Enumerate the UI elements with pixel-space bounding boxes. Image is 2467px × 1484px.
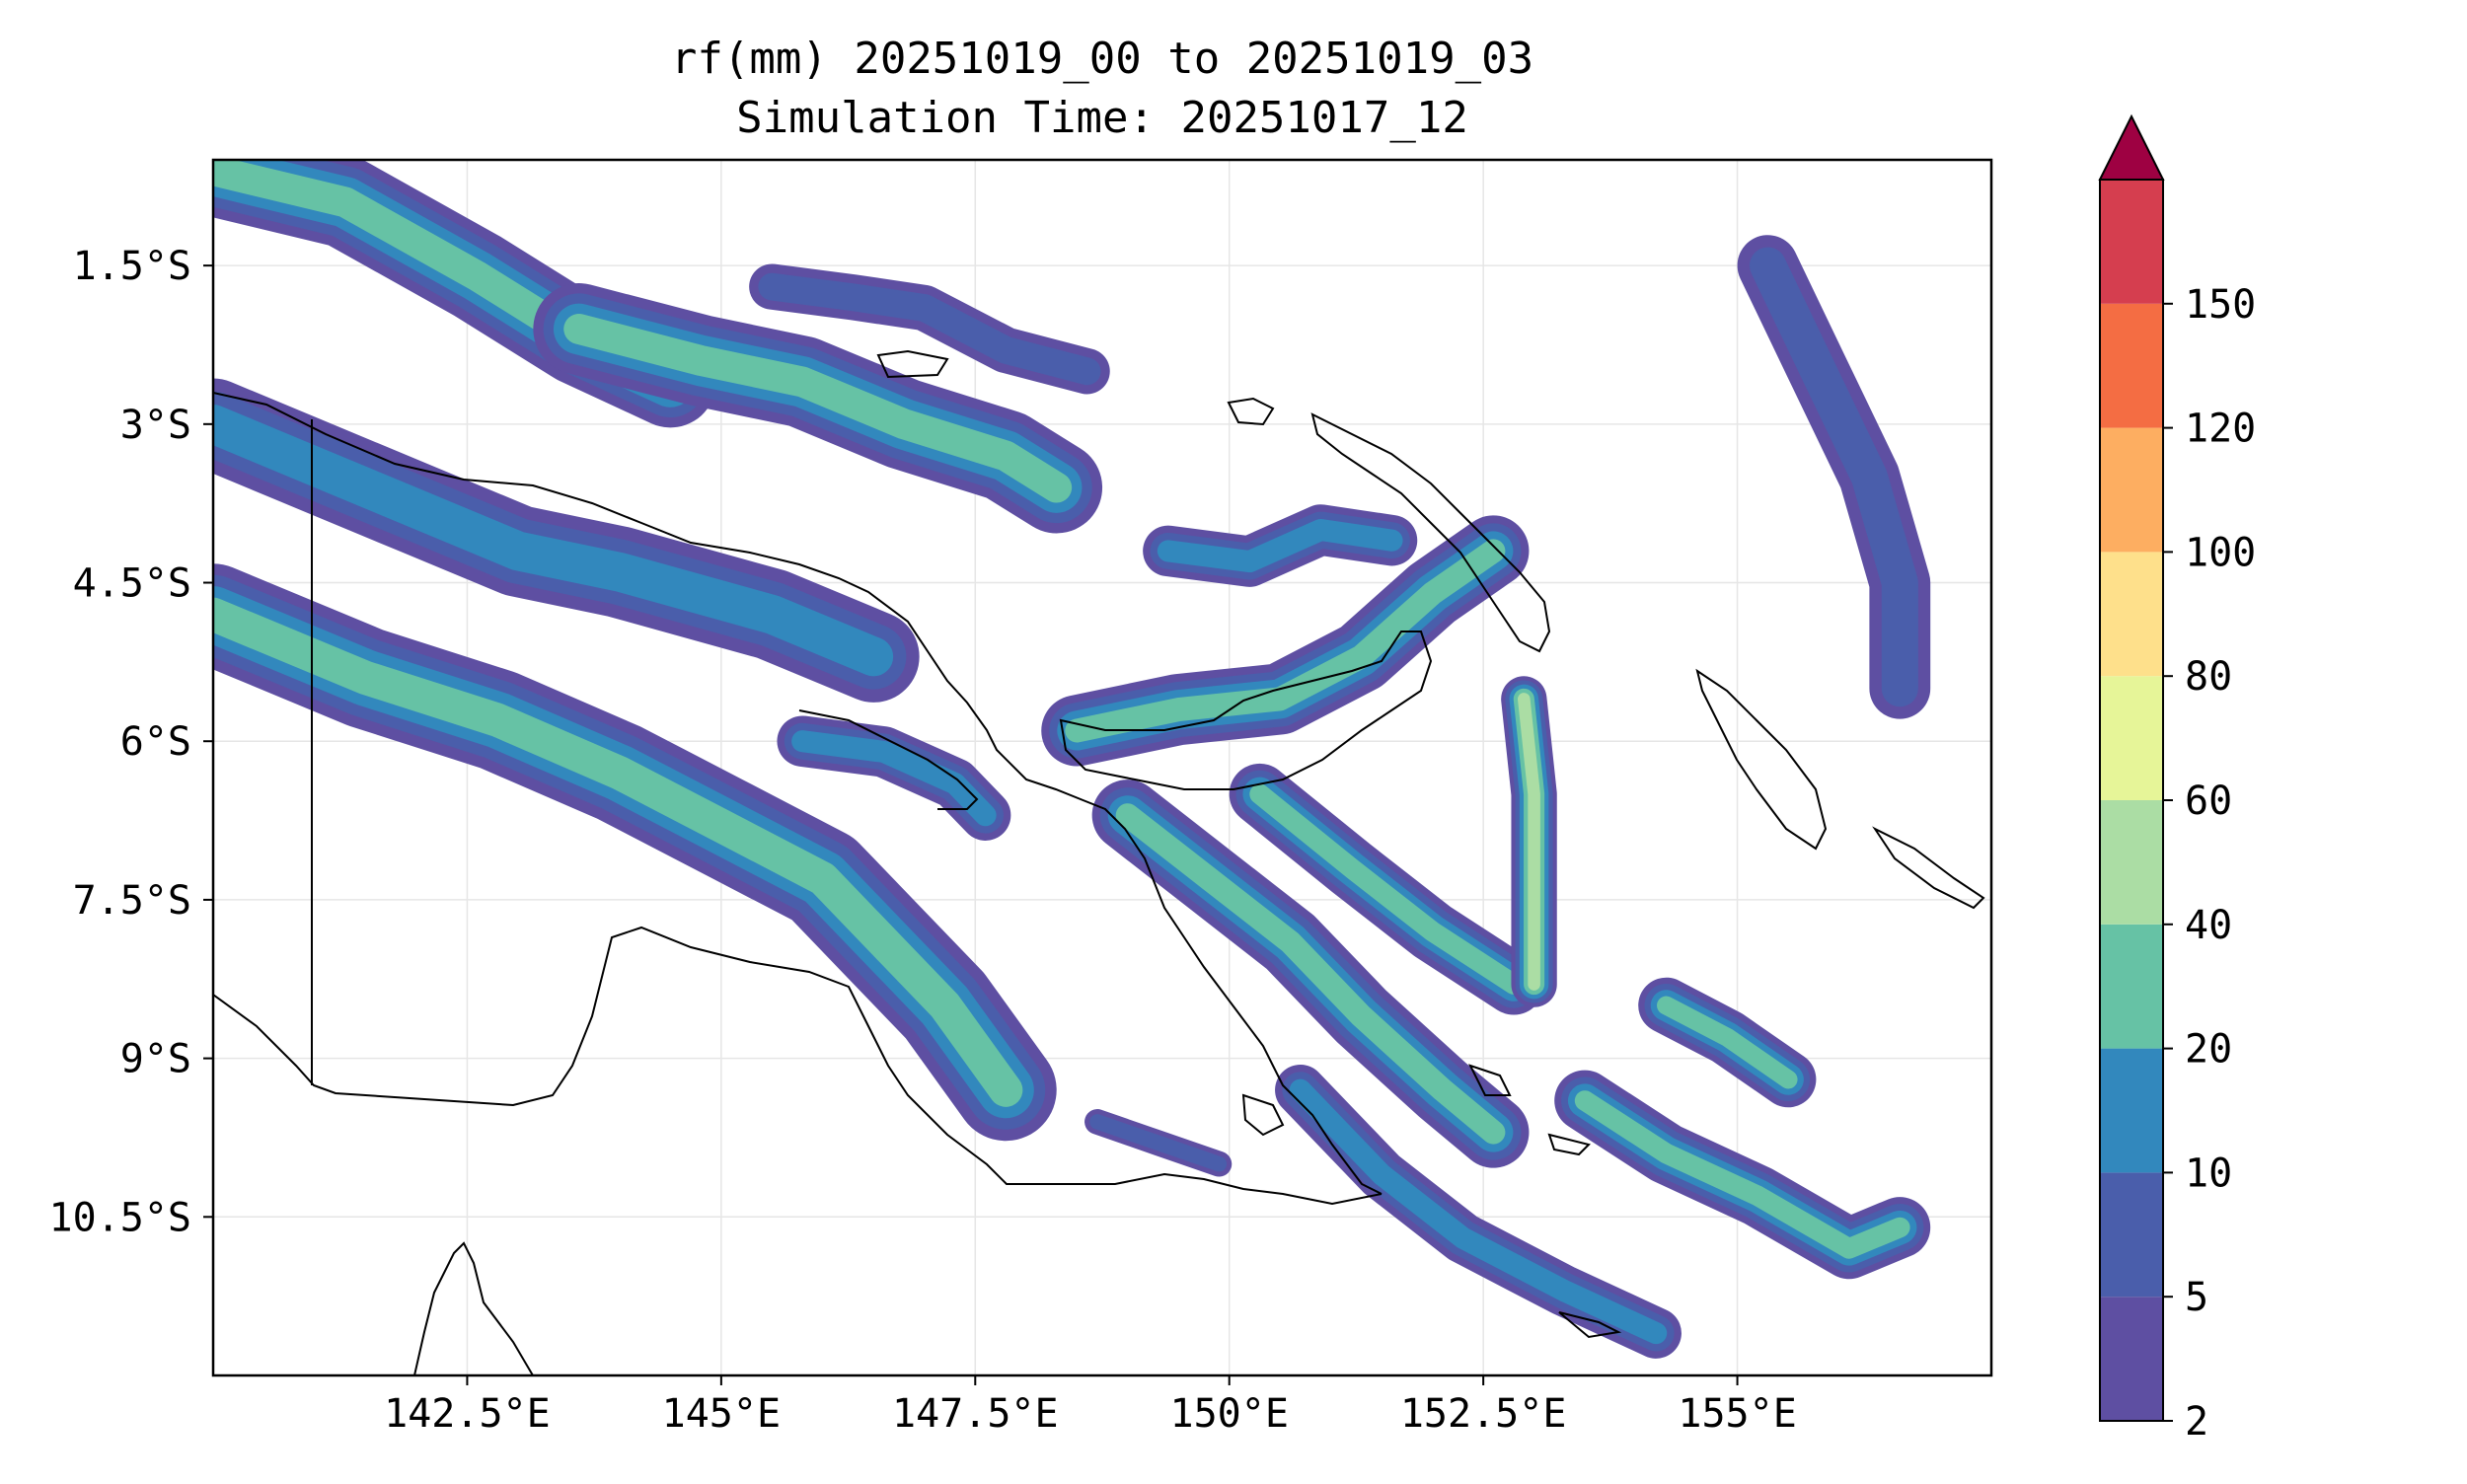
rainfall-band-band-bougainville	[1657, 996, 1798, 1089]
y-tick-label: 7.5°S	[73, 878, 191, 924]
trobriand	[1468, 1064, 1512, 1096]
rainfall-band-band-central	[791, 730, 997, 827]
rainfall-band-band-louisiade	[1574, 1090, 1910, 1259]
colorbar-tick-label: 40	[2185, 903, 2232, 948]
colorbar-segment	[2100, 552, 2163, 677]
colorbar-tick-label: 150	[2185, 282, 2256, 328]
colorbar-segment	[2100, 427, 2163, 553]
colorbar-tick-label: 120	[2185, 407, 2256, 452]
new-guinea-north-coast	[213, 392, 1383, 1195]
colorbar-tick-label: 100	[2185, 530, 2256, 575]
colorbar-tick-label: 20	[2185, 1027, 2232, 1073]
colorbar-segment	[2100, 180, 2163, 304]
rainfall-band-band-new-ireland	[1157, 518, 1403, 573]
colorbar-tick-label: 10	[2185, 1150, 2232, 1196]
y-tick-label: 1.5°S	[73, 244, 191, 289]
manus-island	[1227, 397, 1275, 426]
rainfall-band-band-solomon-sea-2	[1249, 783, 1525, 995]
x-tick-label: 152.5°E	[1400, 1391, 1567, 1437]
colorbar-tick-label: 5	[2185, 1275, 2208, 1320]
colorbar-segment	[2100, 1297, 2163, 1421]
rainfall-band-band-north-coast	[563, 313, 1073, 503]
x-tick-label: 155°E	[1678, 1391, 1796, 1437]
title-line2: Simulation Time: 20251017_12	[736, 93, 1468, 143]
x-tick-label: 145°E	[662, 1391, 781, 1437]
rainfall-band-band-bismarck	[758, 272, 1101, 386]
rainfall-band-band-south-east	[1289, 1078, 1668, 1345]
rainfall-field	[213, 160, 1931, 1359]
bougainville	[1695, 668, 1828, 851]
colorbar-segment	[2100, 303, 2163, 428]
title-line1: rf(mm) 20251019_00 to 20251019_03	[671, 34, 1533, 84]
rainfall-band-band-east	[1749, 247, 1918, 707]
colorbar-segment	[2100, 800, 2163, 925]
x-tick-label: 142.5°E	[384, 1391, 551, 1437]
rainfall-band-band-west-coast	[213, 404, 894, 677]
colorbar-segment	[2100, 1048, 2163, 1173]
y-tick-label: 6°S	[120, 719, 191, 765]
new-ireland	[1310, 412, 1551, 653]
rossel	[1558, 1311, 1622, 1339]
new-guinea-south-coast	[213, 926, 1383, 1206]
x-axis: 142.5°E 145°E 147.5°E 150°E 152.5°E 155°E	[384, 1375, 1797, 1437]
rainfall-band-band-papuan-peninsula	[1089, 1114, 1228, 1172]
cape-york	[413, 1241, 534, 1375]
map-frame	[211, 158, 1993, 1377]
colorbar-segment	[2100, 924, 2163, 1049]
rainfall-band-band-solomon-sea-1	[1115, 803, 1506, 1145]
colorbar-tick-label: 80	[2185, 654, 2232, 700]
y-tick-label: 3°S	[120, 403, 191, 448]
woodlark	[1547, 1133, 1591, 1156]
choiseul	[1872, 826, 1985, 910]
x-tick-label: 150°E	[1170, 1391, 1289, 1437]
colorbar-tick-label: 60	[2185, 779, 2232, 824]
new-britain	[1059, 631, 1433, 790]
map-plot: 142.5°E 145°E 147.5°E 150°E 152.5°E 155°E 1.5…	[49, 158, 1993, 1437]
y-tick-label: 10.5°S	[49, 1195, 192, 1240]
colorbar-segment	[2100, 1172, 2163, 1298]
schouten-island	[876, 349, 949, 379]
x-tick-label: 147.5°E	[892, 1391, 1059, 1437]
huon-gulf-coast	[798, 709, 979, 810]
rainfall-band-band-north-south	[1518, 693, 1540, 991]
y-axis: 1.5°S 3°S 4.5°S 6°S 7.5°S 9°S 10.5°S	[49, 244, 213, 1240]
coastlines	[213, 349, 1985, 1375]
rainfall-band-band-highlands	[213, 597, 1023, 1107]
colorbar-extend-arrow	[2098, 113, 2165, 181]
colorbar: 2 5 10 20 40 60 80 100 120 150	[2098, 113, 2256, 1445]
colorbar-tick-label: 2	[2185, 1399, 2208, 1445]
d-entrecasteaux	[1241, 1093, 1285, 1137]
y-tick-label: 9°S	[120, 1037, 191, 1082]
y-tick-label: 4.5°S	[73, 561, 191, 607]
colorbar-segment	[2100, 676, 2163, 800]
